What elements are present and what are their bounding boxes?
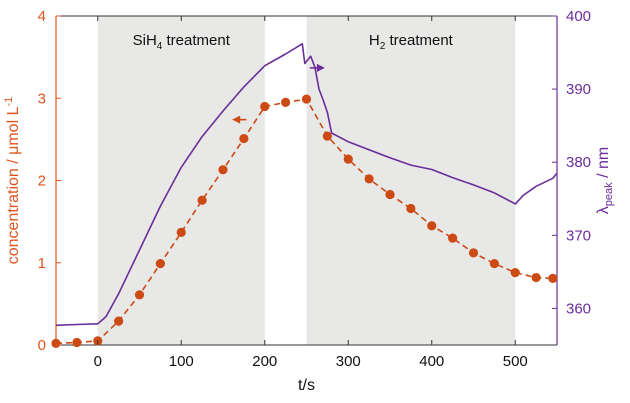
right-y-tick-label: 400	[566, 8, 591, 25]
concentration-point-24	[531, 272, 541, 283]
concentration-point-19	[427, 221, 437, 231]
concentration-point-25	[548, 273, 558, 283]
concentration-point-20	[448, 233, 458, 243]
x-tick-label: 100	[169, 353, 194, 370]
concentration-point-11	[260, 101, 270, 112]
right-y-tick-label: 390	[566, 81, 591, 98]
concentration-point-12	[281, 97, 291, 107]
shaded-region-2	[306, 16, 516, 345]
right-y-axis-label: λpeak / nm	[595, 147, 615, 214]
concentration-point-10	[239, 133, 249, 144]
x-tick-label: 300	[336, 353, 361, 370]
left-y-tick-label: 4	[38, 8, 46, 25]
concentration-point-14	[322, 131, 332, 141]
x-tick-label: 0	[94, 353, 102, 370]
concentration-point-6	[155, 258, 165, 269]
region-label-1: SiH4 treatment	[133, 32, 231, 52]
left-y-tick-label: 1	[38, 255, 46, 272]
concentration-axis-arrow-head	[232, 115, 241, 124]
left-y-axis-label: concentration / μmol L-1	[3, 97, 22, 265]
concentration-point-23	[510, 268, 520, 278]
region-label-2: H2 treatment	[369, 32, 454, 52]
concentration-point-21	[468, 248, 479, 258]
right-y-tick-label: 360	[566, 300, 591, 317]
x-tick-label: 200	[252, 353, 277, 370]
concentration-point-8	[197, 195, 207, 205]
concentration-point-15	[343, 154, 353, 164]
x-axis-label: t/s	[298, 377, 315, 394]
lambda-peak-line	[55, 43, 558, 327]
concentration-point-13	[301, 94, 312, 104]
concentration-point-4	[114, 316, 124, 326]
x-tick-label: 400	[419, 353, 444, 370]
lambda-axis-arrow-head	[316, 63, 325, 72]
concentration-point-16	[364, 174, 374, 184]
left-y-tick-label: 3	[38, 90, 46, 107]
concentration-point-9	[218, 165, 228, 175]
concentration-point-2	[72, 337, 82, 348]
concentration-point-22	[489, 258, 499, 269]
left-y-tick-label: 2	[38, 173, 46, 190]
concentration-point-5	[134, 290, 145, 300]
shaded-region-1	[97, 16, 265, 345]
x-tick-label: 500	[503, 353, 528, 370]
concentration-point-7	[176, 227, 186, 237]
left-y-tick-label: 0	[38, 337, 46, 354]
concentration-point-17	[385, 189, 395, 200]
concentration-point-18	[406, 203, 416, 214]
right-y-tick-label: 370	[566, 227, 591, 244]
concentration-point-1	[51, 338, 61, 348]
right-y-tick-label: 380	[566, 154, 591, 171]
